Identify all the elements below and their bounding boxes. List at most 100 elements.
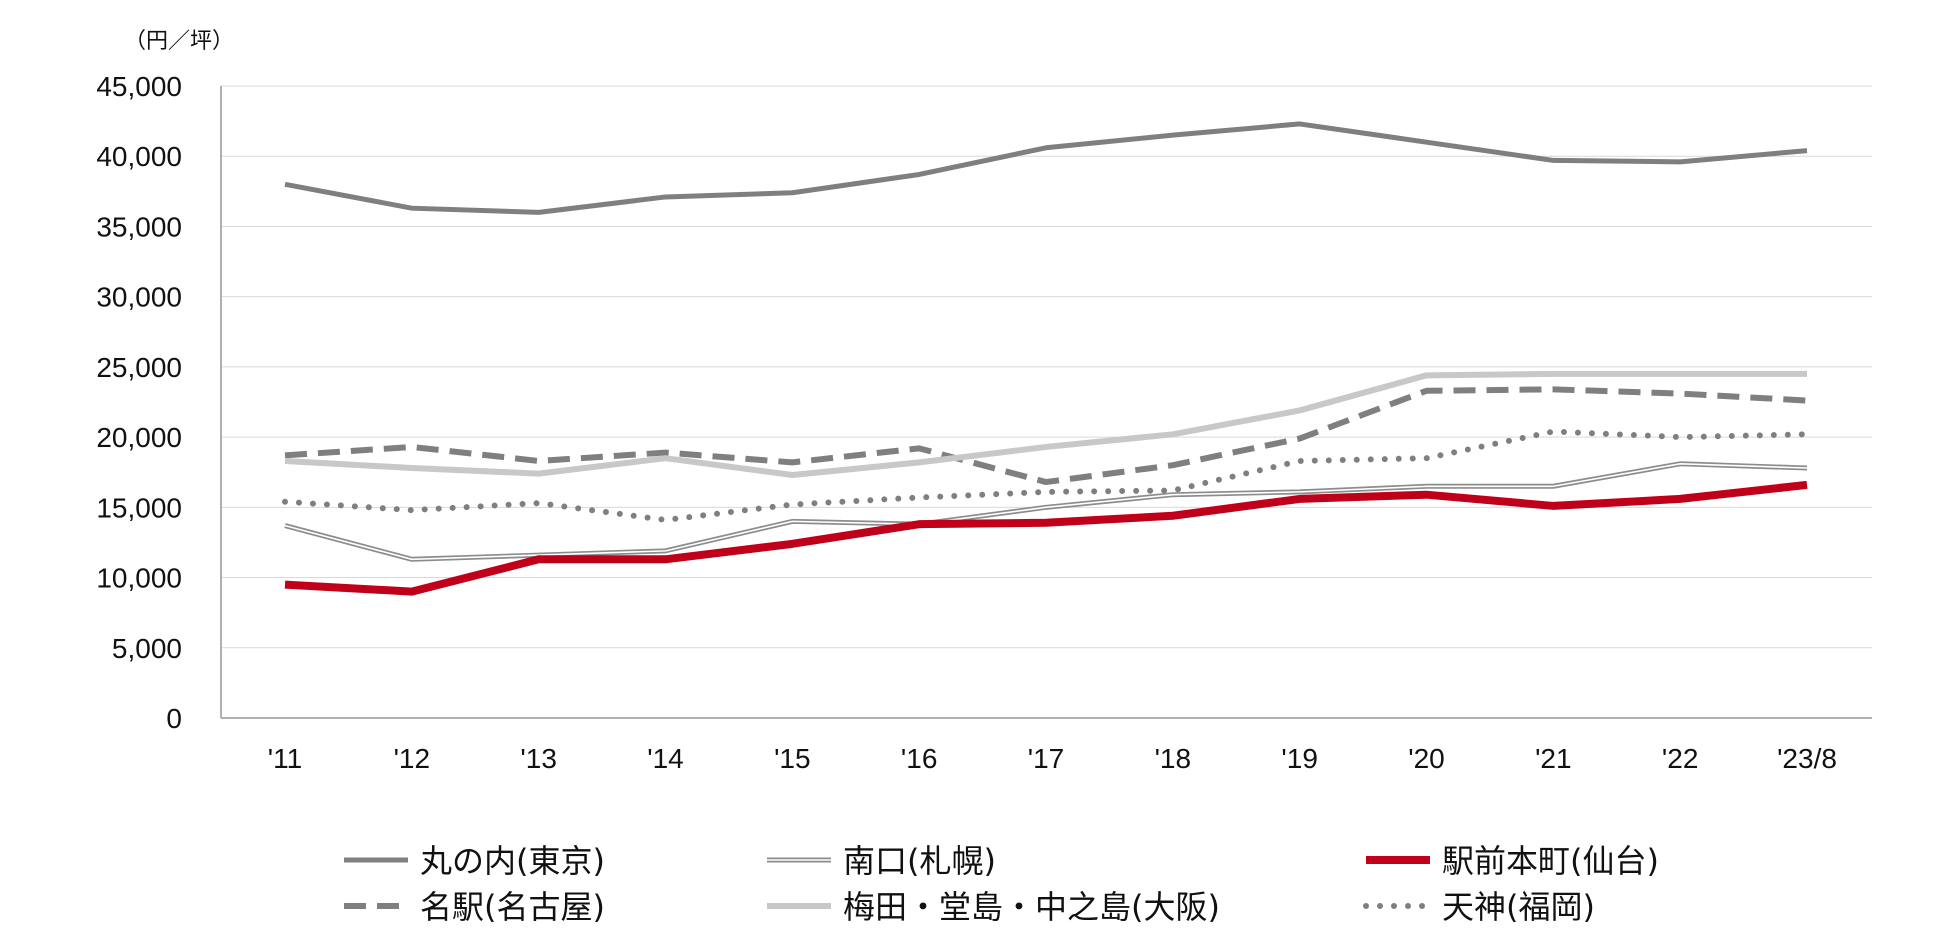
data-point: [665, 452, 666, 453]
data-point: [1553, 160, 1554, 161]
data-point: [1553, 373, 1554, 374]
series-line: [284, 461, 1808, 562]
data-point: [1680, 373, 1681, 374]
data-point: [285, 455, 286, 456]
y-tick-label: 20,000: [96, 422, 182, 453]
y-axis-unit-label: （円／坪）: [124, 29, 234, 54]
x-tick-label: '13: [520, 743, 557, 774]
data-point: [1299, 460, 1300, 461]
data-point: [919, 462, 920, 463]
x-tick-label: '18: [1155, 743, 1192, 774]
data-point: [665, 458, 666, 459]
x-tick-label: '22: [1662, 743, 1699, 774]
legend-label: 駅前本町(仙台): [1442, 842, 1659, 880]
series-0: [284, 121, 1808, 215]
data-point: [1172, 494, 1173, 495]
data-point: [1046, 507, 1047, 508]
data-point: [665, 196, 666, 197]
data-point: [1046, 446, 1047, 447]
y-tick-label: 15,000: [96, 492, 182, 523]
data-point: [792, 543, 793, 544]
data-point: [1426, 142, 1427, 143]
data-point: [1172, 490, 1173, 491]
series-4: [284, 370, 1808, 479]
y-tick-label: 40,000: [96, 141, 182, 172]
data-point: [1046, 147, 1047, 148]
legend-label: 名駅(名古屋): [420, 888, 605, 926]
series-line: [284, 370, 1807, 479]
data-point: [285, 584, 286, 585]
data-point: [1807, 400, 1808, 401]
series-line: [284, 480, 1808, 596]
data-point: [1553, 505, 1554, 506]
x-tick-label: '16: [901, 743, 938, 774]
data-point: [411, 468, 412, 469]
y-tick-labels: 0 5,000 10,000 15,000 20,000 25,000 30,000 35,0…: [96, 71, 182, 734]
data-point: [1426, 486, 1427, 487]
data-point: [411, 208, 412, 209]
legend-item: 丸の内(東京): [344, 842, 605, 880]
data-point: [792, 475, 793, 476]
data-point: [1046, 522, 1047, 523]
legend-label: 梅田・堂島・中之島(大阪): [843, 888, 1220, 926]
data-point: [1426, 390, 1427, 391]
data-point: [665, 559, 666, 560]
legend: 丸の内(東京) 南口(札幌) 駅前本町(仙台) 名駅(名古屋) 梅田・堂島・中之島(大阪…: [344, 842, 1659, 926]
data-point: [792, 192, 793, 193]
x-tick-label: '19: [1281, 743, 1318, 774]
series-5: [282, 428, 1810, 523]
data-point: [1807, 373, 1808, 374]
data-point: [792, 521, 793, 522]
y-tick-label: 30,000: [96, 282, 182, 313]
x-tick-label: '23/8: [1777, 743, 1837, 774]
series-1: [284, 461, 1808, 562]
data-point: [1680, 161, 1681, 162]
data-point: [538, 473, 539, 474]
data-point: [411, 510, 412, 511]
data-point: [1172, 515, 1173, 516]
data-point: [1426, 494, 1427, 495]
data-point: [538, 212, 539, 213]
y-tick-label: 10,000: [96, 563, 182, 594]
legend-label: 天神(福岡): [1442, 888, 1595, 926]
series-lines: [282, 121, 1810, 596]
x-tick-label: '17: [1028, 743, 1065, 774]
x-tick-label: '12: [394, 743, 431, 774]
x-tick-label: '14: [647, 743, 684, 774]
data-point: [538, 460, 539, 461]
gridlines: [221, 85, 1872, 649]
series-line: [284, 386, 1808, 486]
data-point: [1680, 437, 1681, 438]
data-point: [1807, 150, 1808, 151]
data-point: [792, 462, 793, 463]
legend-item: 南口(札幌): [767, 842, 996, 880]
axes: [220, 86, 1872, 719]
y-tick-label: 25,000: [96, 352, 182, 383]
legend-item: 名駅(名古屋): [344, 888, 605, 926]
legend-item: 梅田・堂島・中之島(大阪): [767, 888, 1220, 926]
y-tick-label: 35,000: [96, 211, 182, 242]
data-point: [1807, 484, 1808, 485]
legend-item: 天神(福岡): [1363, 888, 1595, 926]
x-tick-label: '11: [268, 743, 302, 774]
y-tick-label: 5,000: [112, 633, 182, 664]
data-point: [285, 460, 286, 461]
data-point: [1553, 431, 1554, 432]
data-point: [1299, 123, 1300, 124]
data-point: [285, 525, 286, 526]
data-point: [1046, 491, 1047, 492]
x-tick-label: '20: [1408, 743, 1445, 774]
data-point: [1299, 498, 1300, 499]
data-point: [919, 174, 920, 175]
data-point: [665, 519, 666, 520]
x-tick-label: '21: [1535, 743, 1572, 774]
series-3: [284, 386, 1808, 486]
data-point: [665, 550, 666, 551]
data-point: [1172, 135, 1173, 136]
data-point: [285, 184, 286, 185]
data-point: [1172, 434, 1173, 435]
data-point: [1680, 463, 1681, 464]
data-point: [411, 446, 412, 447]
data-point: [792, 504, 793, 505]
